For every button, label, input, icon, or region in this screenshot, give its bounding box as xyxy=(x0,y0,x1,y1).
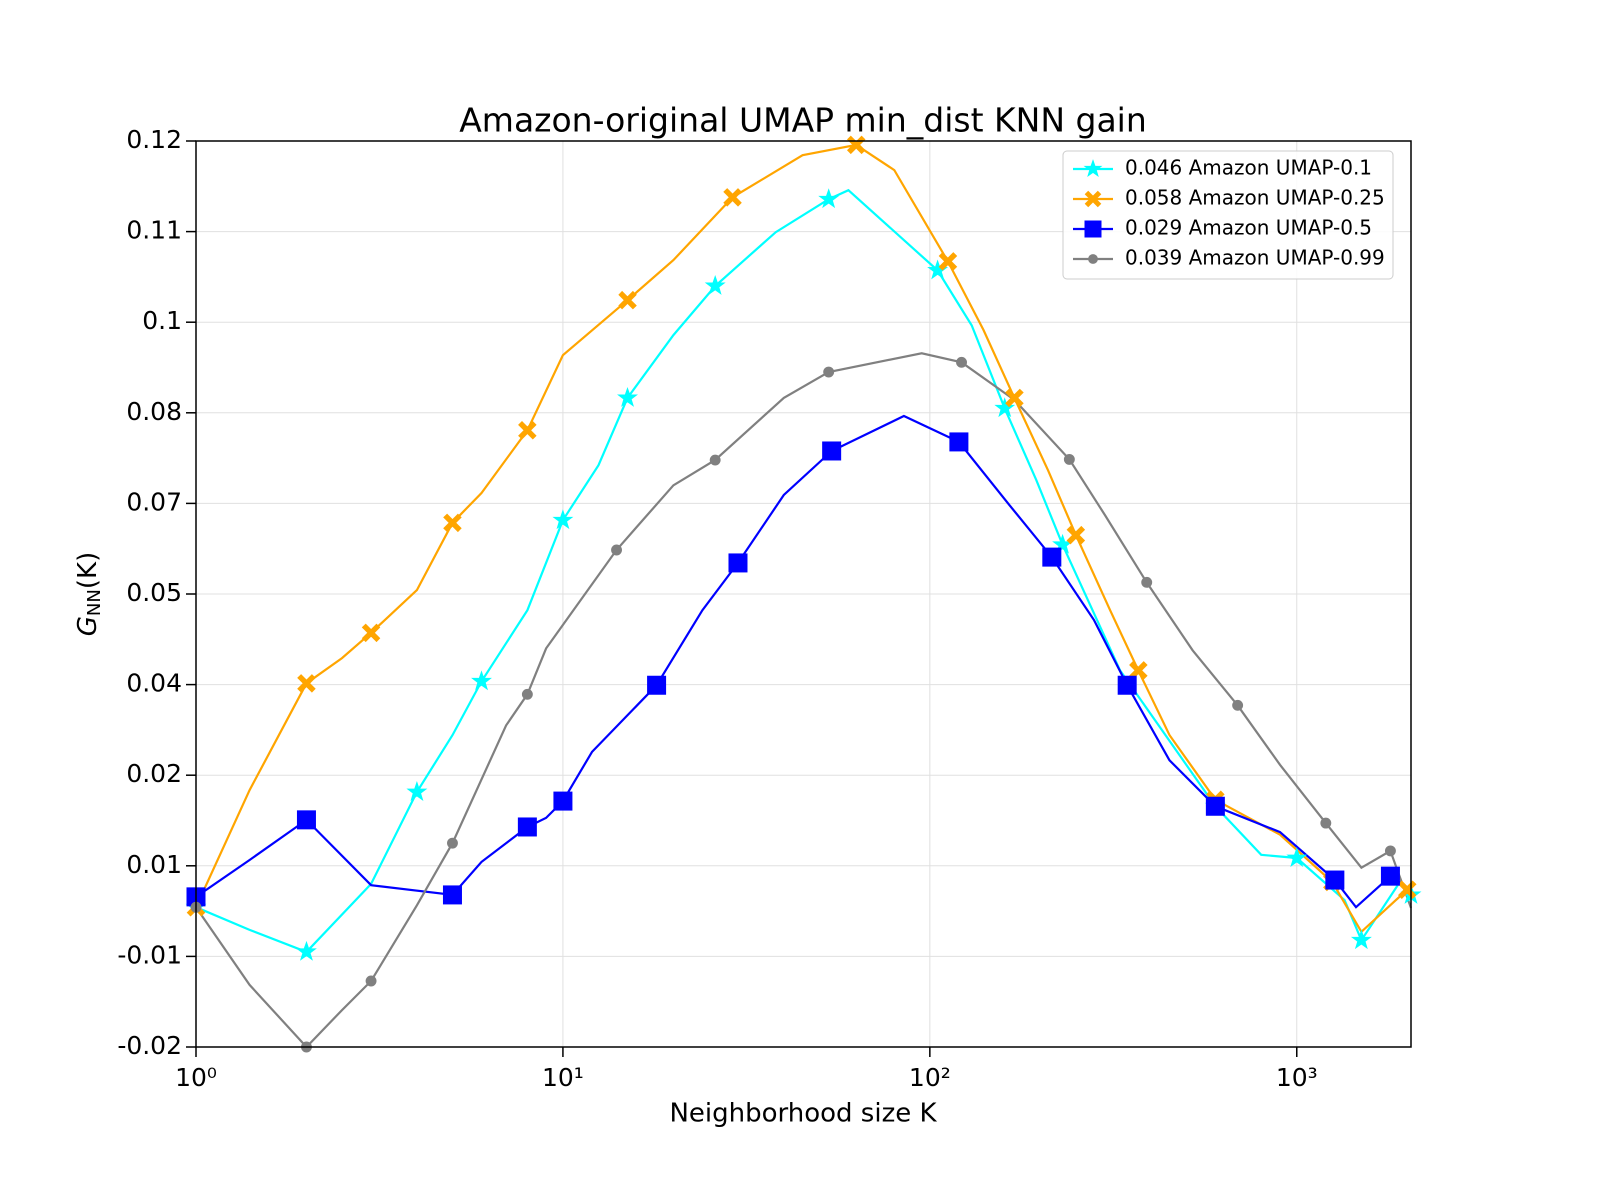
marker xyxy=(1063,453,1075,465)
y-label-rest: (K) xyxy=(73,552,103,589)
marker xyxy=(1042,547,1062,567)
x-tick-label: 10² xyxy=(909,1063,951,1092)
marker xyxy=(1005,388,1024,408)
legend-label: 0.058 Amazon UMAP-0.25 xyxy=(1125,186,1385,210)
y-tick-label: 0.04 xyxy=(126,669,182,698)
marker xyxy=(365,975,377,987)
marker xyxy=(296,810,316,830)
y-tick-label: 0.01 xyxy=(126,850,182,879)
marker xyxy=(723,188,742,207)
marker xyxy=(1141,576,1153,588)
marker xyxy=(518,420,537,440)
marker xyxy=(471,670,492,691)
series-line xyxy=(194,143,1412,934)
marker xyxy=(938,252,958,271)
marker xyxy=(618,290,637,310)
marker xyxy=(1088,254,1098,264)
marker xyxy=(297,674,316,693)
marker xyxy=(1380,866,1400,886)
marker xyxy=(361,623,381,643)
marker xyxy=(1117,675,1137,695)
y-label-sub: NN xyxy=(84,589,105,616)
marker xyxy=(447,837,458,849)
marker xyxy=(994,397,1016,418)
marker xyxy=(443,513,462,533)
marker xyxy=(949,432,969,452)
legend-label: 0.039 Amazon UMAP-0.99 xyxy=(1125,246,1385,270)
y-tick-label: 0.08 xyxy=(126,397,182,426)
marker xyxy=(704,274,726,295)
x-tick-label: 10⁰ xyxy=(175,1063,217,1092)
y-tick-label: 0.07 xyxy=(126,487,182,516)
marker xyxy=(709,454,721,466)
marker xyxy=(822,441,842,461)
marker xyxy=(1232,699,1244,711)
marker xyxy=(1205,796,1225,816)
marker xyxy=(1350,929,1372,950)
marker xyxy=(647,675,667,695)
marker xyxy=(1286,847,1308,867)
x-axis-label: Neighborhood size K xyxy=(669,1099,937,1129)
marker xyxy=(553,791,573,811)
x-tick-label: 10³ xyxy=(1276,1063,1318,1092)
legend-label: 0.029 Amazon UMAP-0.5 xyxy=(1125,216,1372,240)
y-axis-label: GNN(K) xyxy=(73,552,106,636)
y-label-main: G xyxy=(73,616,103,636)
marker xyxy=(617,386,638,407)
legend-label: 0.046 Amazon UMAP-0.1 xyxy=(1125,156,1372,180)
series-line xyxy=(195,414,1412,909)
marker xyxy=(1084,190,1102,208)
y-tick-label: 0.05 xyxy=(126,578,182,607)
marker xyxy=(521,688,533,700)
legend-box xyxy=(1062,150,1394,280)
marker xyxy=(552,509,574,530)
x-tick-label: 10¹ xyxy=(542,1063,584,1092)
marker xyxy=(611,544,622,556)
y-tick-label: 0.12 xyxy=(126,125,182,154)
marker xyxy=(1084,220,1102,238)
marker xyxy=(728,553,748,573)
y-tick-label: 0.11 xyxy=(126,216,182,245)
series-line xyxy=(195,352,1413,1049)
y-tick-label: 0.1 xyxy=(142,306,182,335)
marker xyxy=(956,356,967,368)
marker xyxy=(296,940,317,961)
chart-title: Amazon-original UMAP min_dist KNN gain xyxy=(459,101,1147,140)
marker xyxy=(1066,525,1086,545)
y-tick-label: 0.02 xyxy=(126,759,182,788)
marker xyxy=(1320,817,1332,829)
marker xyxy=(517,817,537,837)
y-tick-label: -0.01 xyxy=(117,940,182,969)
y-tick-label: -0.02 xyxy=(117,1031,182,1060)
marker xyxy=(818,188,840,209)
marker xyxy=(1083,159,1103,178)
marker xyxy=(406,781,428,801)
marker xyxy=(442,885,462,905)
marker xyxy=(1384,845,1396,857)
marker xyxy=(1325,870,1345,890)
marker xyxy=(823,366,835,378)
